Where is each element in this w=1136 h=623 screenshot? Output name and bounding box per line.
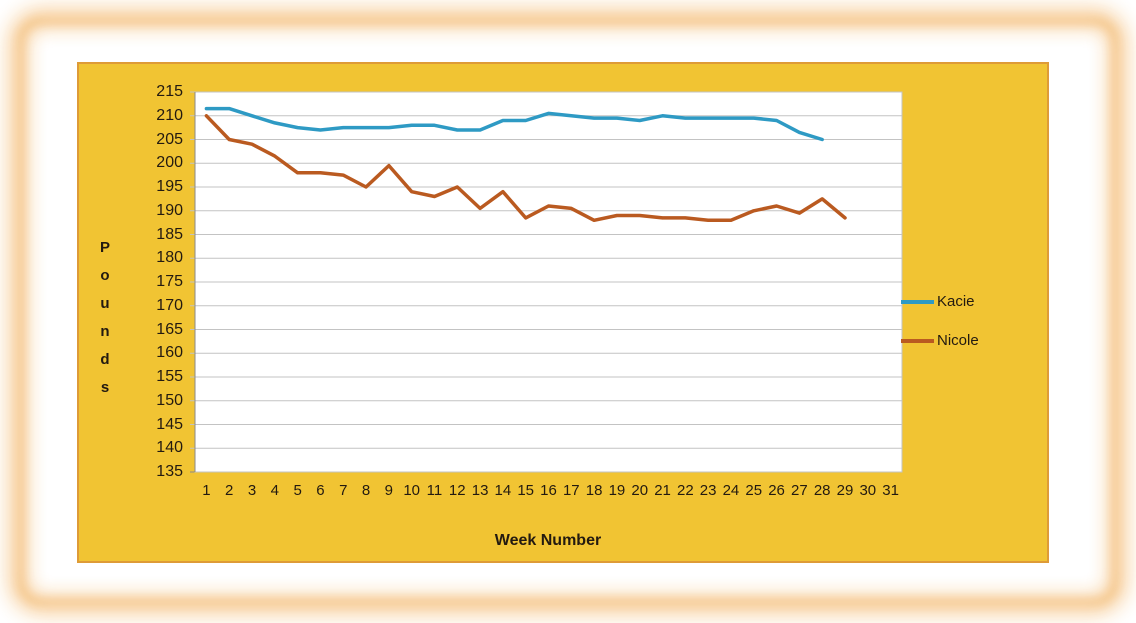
x-tick-label: 27 bbox=[791, 482, 808, 499]
y-tick-label: 200 bbox=[156, 154, 183, 172]
y-axis-title-letter: n bbox=[100, 323, 110, 340]
plot-area bbox=[190, 91, 903, 473]
x-tick-label: 7 bbox=[339, 482, 348, 499]
x-tick-label: 29 bbox=[836, 482, 854, 499]
y-axis-title-letter: s bbox=[100, 379, 110, 396]
x-tick-label: 12 bbox=[448, 482, 466, 499]
chart-svg bbox=[190, 91, 903, 473]
x-tick-label: 19 bbox=[608, 482, 626, 499]
legend: Kacie Nicole bbox=[901, 282, 979, 360]
frame-glow-outer bbox=[13, 13, 1123, 610]
y-tick-label: 205 bbox=[156, 130, 183, 148]
y-tick-label: 210 bbox=[156, 106, 183, 124]
x-tick-label: 6 bbox=[316, 482, 325, 499]
x-tick-label: 16 bbox=[540, 482, 557, 499]
x-tick-label: 3 bbox=[247, 482, 257, 499]
y-tick-label: 180 bbox=[156, 249, 183, 267]
x-tick-label: 30 bbox=[859, 482, 877, 499]
y-tick-label: 165 bbox=[156, 320, 183, 338]
y-tick-label: 145 bbox=[156, 415, 183, 433]
x-tick-label: 15 bbox=[517, 482, 535, 499]
series-line-kacie bbox=[204, 106, 824, 142]
x-tick-label: 8 bbox=[361, 482, 371, 499]
y-axis-title-letter: d bbox=[100, 351, 110, 368]
y-tick-label: 175 bbox=[156, 273, 183, 290]
frame-glow-inner bbox=[19, 19, 1117, 604]
x-tick-label: 9 bbox=[384, 482, 394, 499]
x-tick-label: 4 bbox=[270, 482, 279, 499]
legend-item-kacie: Kacie bbox=[901, 282, 979, 321]
y-tick-label: 135 bbox=[156, 463, 183, 480]
x-tick-label: 18 bbox=[585, 482, 603, 499]
x-tick-label: 10 bbox=[403, 482, 420, 499]
y-axis-title-letter: o bbox=[100, 267, 110, 284]
x-tick-label: 25 bbox=[745, 482, 763, 499]
x-tick-label: 31 bbox=[882, 482, 899, 499]
y-tick-label: 160 bbox=[156, 344, 183, 362]
legend-label: Nicole bbox=[937, 332, 979, 349]
legend-swatch-nicole bbox=[901, 338, 934, 343]
y-tick-label: 150 bbox=[156, 391, 183, 409]
y-tick-label: 190 bbox=[156, 201, 183, 219]
y-tick-label: 195 bbox=[156, 178, 183, 195]
y-tick-label: 185 bbox=[156, 225, 183, 243]
y-axis-title-letter: P bbox=[99, 239, 110, 256]
y-tick-label: 215 bbox=[156, 83, 183, 100]
y-tick-label: 155 bbox=[156, 368, 183, 385]
x-tick-label: 28 bbox=[813, 482, 831, 499]
x-tick-label: 17 bbox=[562, 482, 580, 499]
y-tick-label: 140 bbox=[156, 439, 183, 457]
x-tick-label: 24 bbox=[722, 482, 740, 499]
legend-label: Kacie bbox=[937, 293, 975, 310]
x-tick-label: 26 bbox=[768, 482, 785, 499]
y-tick-label: 170 bbox=[156, 296, 183, 314]
x-tick-label: 11 bbox=[426, 482, 443, 499]
series-line-nicole bbox=[204, 114, 847, 223]
x-tick-label: 23 bbox=[699, 482, 717, 499]
legend-item-nicole: Nicole bbox=[901, 321, 979, 360]
x-tick-label: 22 bbox=[676, 482, 694, 499]
x-tick-label: 2 bbox=[225, 482, 234, 499]
y-axis-title-letter: u bbox=[100, 295, 110, 312]
x-tick-label: 21 bbox=[654, 482, 671, 499]
x-axis-title: Week Number bbox=[494, 532, 602, 549]
legend-swatch-kacie bbox=[901, 299, 934, 304]
x-tick-label: 5 bbox=[293, 482, 302, 499]
x-tick-label: 20 bbox=[631, 482, 649, 499]
x-tick-label: 14 bbox=[494, 482, 512, 499]
x-tick-label: 13 bbox=[471, 482, 489, 499]
x-tick-label: 1 bbox=[202, 482, 211, 499]
